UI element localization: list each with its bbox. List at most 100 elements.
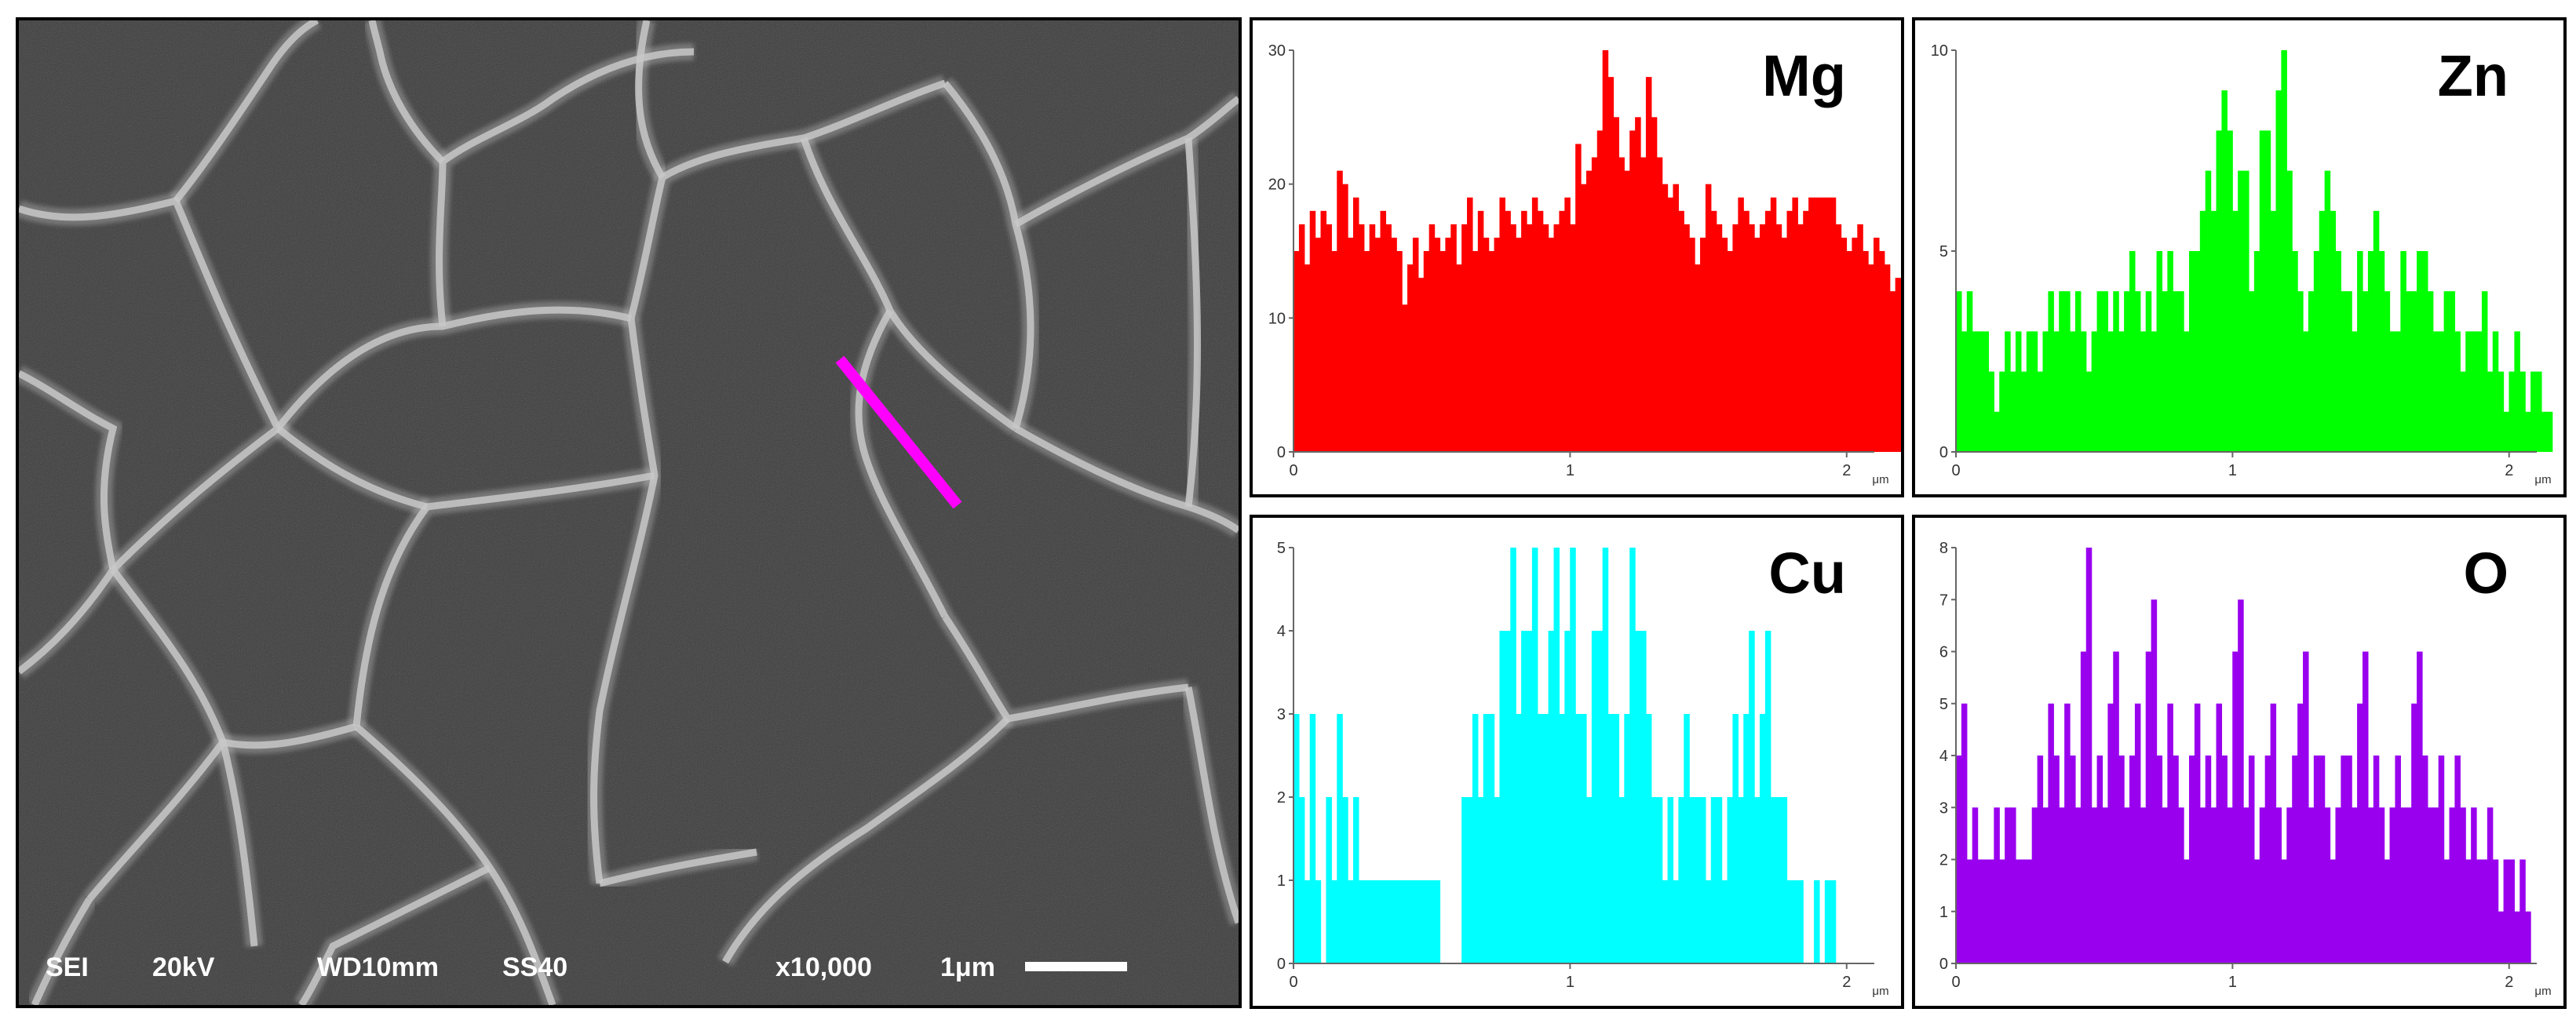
bar (1759, 224, 1766, 452)
y-tick-label: 4 (1277, 623, 1286, 640)
x-tick-label: 1 (1566, 974, 1574, 991)
bar (2367, 251, 2374, 452)
bar (1537, 714, 1544, 963)
bar (1581, 714, 1587, 963)
bar (1857, 224, 1863, 452)
bar (1488, 714, 1495, 963)
bar (2156, 251, 2163, 452)
bar (1298, 224, 1305, 452)
bar (1548, 237, 1555, 452)
bar (2487, 371, 2494, 452)
y-tick-label: 30 (1268, 42, 1286, 60)
bar (1596, 631, 1604, 963)
bar (1770, 197, 1777, 453)
bar (1488, 251, 1495, 452)
bar (1673, 880, 1679, 963)
bar (1635, 117, 1641, 452)
bar (1570, 224, 1576, 452)
bar (1640, 631, 1647, 963)
x-tick-label: 1 (2228, 974, 2237, 991)
bar (2031, 331, 2038, 452)
bar (1575, 714, 1582, 963)
bar (2129, 756, 2136, 963)
bar (2421, 251, 2428, 452)
bar (1759, 714, 1766, 963)
bar (2427, 291, 2434, 452)
bar (1374, 880, 1381, 963)
bar (2303, 331, 2309, 452)
bar (2476, 859, 2483, 963)
chart-title-zn: Zn (2437, 43, 2508, 108)
bar (1667, 797, 1674, 963)
bar (2530, 371, 2537, 452)
bar (1721, 237, 1728, 452)
bar (1966, 859, 1973, 963)
bar (2134, 291, 2141, 452)
bar (1889, 291, 1896, 452)
bar (1591, 631, 1598, 963)
bar (1337, 170, 1343, 452)
x-tick-label: 2 (1842, 974, 1851, 991)
y-tick-label: 1 (1277, 872, 1286, 890)
bar (2173, 291, 2179, 452)
y-tick-label: 20 (1268, 177, 1286, 194)
bar (1716, 224, 1723, 452)
bar (2248, 756, 2255, 963)
bar (2297, 291, 2304, 452)
bar (1645, 77, 1652, 452)
bar (1814, 880, 1820, 963)
bar (2400, 807, 2406, 963)
bar (1819, 197, 1826, 453)
bar (1456, 264, 1462, 452)
bar (2188, 251, 2195, 452)
bar (2129, 251, 2136, 452)
bar (2145, 651, 2152, 963)
bar (2118, 331, 2125, 452)
bar (1342, 797, 1348, 963)
bar (2546, 411, 2553, 452)
bar (1667, 197, 1674, 453)
chart-panel-cu: 0 1 2 3 4 5 0 1 2 μm Cu (1250, 515, 1904, 1009)
bar (2292, 251, 2298, 452)
bar (2064, 703, 2071, 963)
bar (1786, 210, 1793, 452)
bar (1309, 210, 1316, 452)
bar (1662, 184, 1669, 453)
bar (1961, 331, 1968, 452)
bar (1846, 251, 1852, 452)
bar (2102, 291, 2108, 452)
bar (2194, 251, 2201, 452)
chart-panel-o: 0 1 2 3 4 5 6 7 8 0 1 2 μm O (1912, 515, 2567, 1009)
bar (1792, 880, 1798, 963)
bar (2167, 703, 2173, 963)
bar (1418, 880, 1425, 963)
bar (1369, 880, 1376, 963)
bar (1505, 631, 1511, 963)
bar (1391, 237, 1397, 452)
bar (1450, 224, 1457, 452)
bar (2178, 291, 2184, 452)
bar (2053, 331, 2060, 452)
bar (2465, 331, 2472, 452)
bar (2048, 291, 2054, 452)
bar (2541, 411, 2548, 452)
bar (1396, 880, 1403, 963)
bar (1477, 797, 1484, 963)
axes: 0 1 2 3 4 5 0 1 2 μm (1277, 540, 1889, 998)
bar (1808, 197, 1815, 453)
bar (1613, 117, 1619, 452)
bar (1559, 714, 1565, 963)
bar (2411, 291, 2417, 452)
sem-scale-label: 1μm (940, 952, 995, 982)
bar (1499, 631, 1505, 963)
bar (2406, 807, 2412, 963)
bar (2417, 651, 2423, 963)
y-tick-label: 0 (1939, 956, 1948, 973)
bar (2134, 703, 2141, 963)
bar (1764, 210, 1771, 452)
bar (1624, 170, 1630, 452)
bar (1884, 264, 1891, 452)
bar (1878, 251, 1885, 452)
bar (1999, 371, 2005, 452)
bar (2270, 210, 2277, 452)
